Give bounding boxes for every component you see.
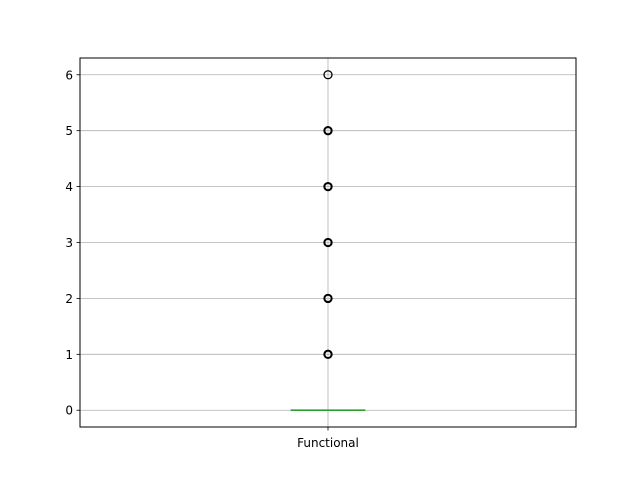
outlier-point xyxy=(323,181,333,192)
outlier-point xyxy=(324,350,332,359)
x-tick-label: Functional xyxy=(297,436,359,450)
grid-lines xyxy=(80,58,576,427)
outlier-point xyxy=(323,293,333,304)
y-tick-label: 4 xyxy=(65,180,73,194)
y-tick-label: 2 xyxy=(65,292,73,306)
outlier-point xyxy=(323,70,333,80)
y-tick-label: 0 xyxy=(65,404,73,418)
outlier-point xyxy=(324,126,332,135)
y-axis-ticks: 0 1 2 3 4 5 6 xyxy=(65,68,80,418)
outlier-point xyxy=(323,349,333,359)
y-tick-label: 5 xyxy=(65,124,73,138)
outlier-point xyxy=(324,294,332,303)
y-tick-label: 3 xyxy=(65,236,73,250)
outlier-point xyxy=(323,126,333,136)
y-tick-label: 6 xyxy=(65,68,73,82)
x-axis-ticks: Functional xyxy=(297,427,359,450)
outlier-point xyxy=(324,238,332,247)
outlier-points xyxy=(323,70,333,359)
outlier-point xyxy=(324,182,332,191)
outlier-point xyxy=(323,237,333,248)
y-tick-label: 1 xyxy=(65,348,73,362)
